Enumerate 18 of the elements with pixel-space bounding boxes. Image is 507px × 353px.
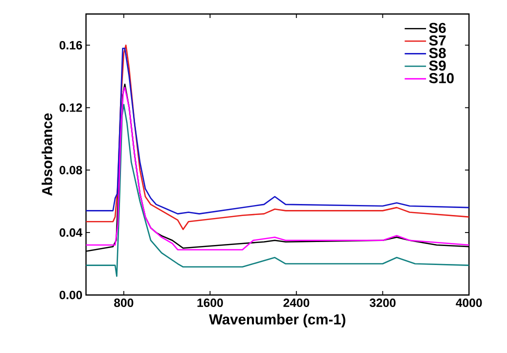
x-tick-label: 3200	[370, 298, 396, 308]
line-series	[86, 104, 469, 277]
y-tick-label: 0.00	[60, 290, 82, 300]
x-tick-label: 800	[114, 298, 134, 308]
y-tick-label: 0.04	[60, 228, 82, 237]
x-axis-title: Wavenumber (cm-1)	[208, 314, 346, 328]
x-tick-label: 4000	[456, 298, 482, 308]
legend-label: S9	[429, 60, 446, 71]
legend-label: S6	[429, 22, 446, 34]
legend-label: S8	[429, 48, 446, 58]
y-tick-label: 0.16	[60, 40, 82, 50]
y-tick-label: 0.12	[60, 103, 82, 112]
x-tick-label: 1600	[197, 298, 223, 308]
y-tick-label: 0.08	[60, 166, 82, 174]
x-tick-label: 2400	[283, 298, 310, 308]
y-axis-title: Absorbance	[42, 113, 52, 196]
legend-label: S7	[429, 35, 446, 46]
legend-label: S10	[429, 73, 454, 84]
